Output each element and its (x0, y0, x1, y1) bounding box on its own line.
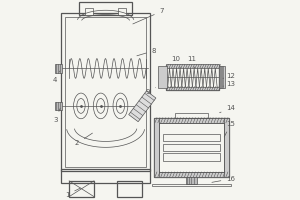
Bar (166, 64, 219, 68)
Bar (158, 66, 167, 88)
Text: 15: 15 (224, 121, 235, 137)
Text: 9: 9 (146, 88, 155, 95)
Text: 4: 4 (53, 71, 60, 83)
Bar (118, 8, 126, 15)
Bar (152, 184, 231, 186)
Text: 10: 10 (171, 56, 180, 68)
Bar (163, 134, 220, 141)
Bar (61, 13, 150, 171)
Bar (166, 87, 219, 90)
Bar (163, 144, 220, 151)
Text: 12: 12 (223, 73, 235, 79)
Bar (185, 177, 197, 184)
Bar (224, 118, 229, 177)
Bar (61, 169, 150, 183)
Bar (166, 64, 219, 90)
Bar (154, 118, 229, 177)
Bar (117, 181, 142, 197)
Bar (154, 118, 159, 177)
Text: 1: 1 (65, 188, 80, 198)
Text: 14: 14 (220, 105, 235, 113)
Polygon shape (129, 91, 156, 122)
Bar (154, 118, 229, 123)
Bar (65, 17, 146, 167)
Text: 13: 13 (223, 81, 236, 87)
Bar (163, 153, 220, 161)
Text: 7: 7 (133, 8, 164, 24)
Bar (79, 2, 132, 15)
Text: 11: 11 (187, 56, 196, 68)
Bar (55, 64, 62, 73)
Bar (175, 113, 208, 118)
Text: 8: 8 (137, 48, 156, 56)
Bar (154, 172, 229, 177)
Text: 16: 16 (212, 176, 236, 182)
Text: 2: 2 (75, 133, 92, 146)
Text: 3: 3 (53, 108, 60, 123)
Bar (159, 123, 224, 172)
Bar (85, 8, 93, 15)
Bar (69, 181, 94, 197)
Bar (55, 102, 62, 110)
Bar (219, 66, 224, 88)
